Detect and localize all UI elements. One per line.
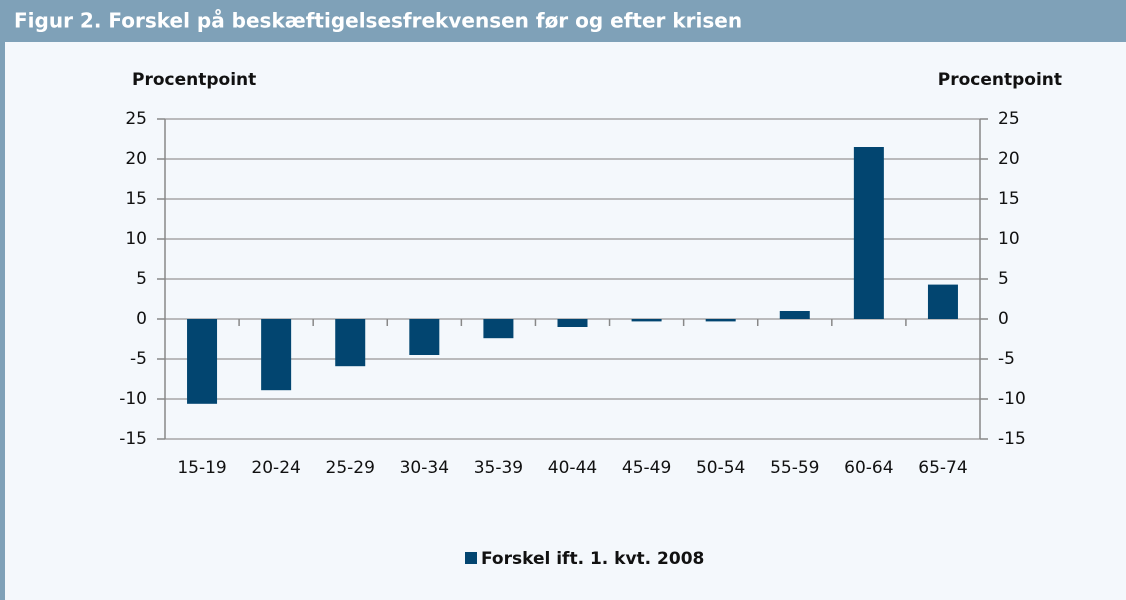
y-tick-label: -10 — [119, 389, 147, 409]
x-tick-label: 15-19 — [177, 458, 226, 478]
legend-label: Forskel ift. 1. kvt. 2008 — [481, 549, 704, 569]
bar — [927, 284, 958, 319]
y-tick-label: 25 — [125, 109, 147, 129]
y-tick-label: -5 — [130, 349, 147, 369]
x-tick-label: 65-74 — [918, 458, 967, 478]
x-tick-label: 30-34 — [400, 458, 449, 478]
y-tick-label: 10 — [125, 229, 147, 249]
y2-tick-label: -10 — [998, 389, 1026, 409]
bar — [705, 319, 736, 322]
legend-swatch — [465, 552, 477, 564]
x-tick-label: 45-49 — [622, 458, 671, 478]
y-tick-label: 20 — [125, 149, 147, 169]
y2-tick-label: 25 — [998, 109, 1020, 129]
x-tick-label: 35-39 — [474, 458, 523, 478]
bar — [483, 319, 514, 339]
y-axis-label: Procentpoint — [132, 70, 256, 90]
y2-tick-label: 15 — [998, 189, 1020, 209]
bar — [409, 319, 440, 355]
left-stripe — [0, 42, 5, 600]
x-tick-label: 20-24 — [251, 458, 300, 478]
bar — [631, 319, 662, 322]
y2-tick-label: 0 — [998, 309, 1009, 329]
bar — [261, 319, 292, 391]
y2-tick-label: -5 — [998, 349, 1015, 369]
y2-tick-label: -15 — [998, 429, 1026, 449]
x-tick-label: 60-64 — [844, 458, 893, 478]
x-tick-label: 55-59 — [770, 458, 819, 478]
y2-tick-label: 10 — [998, 229, 1020, 249]
header-bar — [0, 0, 1126, 42]
y-tick-label: 5 — [136, 269, 147, 289]
bar — [557, 319, 588, 327]
bar — [187, 319, 218, 404]
bar — [853, 147, 884, 319]
x-tick-label: 40-44 — [548, 458, 597, 478]
y-tick-label: 15 — [125, 189, 147, 209]
y-tick-label: 0 — [136, 309, 147, 329]
x-tick-label: 25-29 — [326, 458, 375, 478]
y-tick-label: -15 — [119, 429, 147, 449]
chart-title: Figur 2. Forskel på beskæftigelsesfrekve… — [14, 9, 742, 33]
bar — [335, 319, 366, 367]
y2-tick-label: 20 — [998, 149, 1020, 169]
x-tick-label: 50-54 — [696, 458, 745, 478]
bar — [779, 311, 810, 319]
y2-tick-label: 5 — [998, 269, 1009, 289]
y2-axis-label: Procentpoint — [938, 70, 1062, 90]
